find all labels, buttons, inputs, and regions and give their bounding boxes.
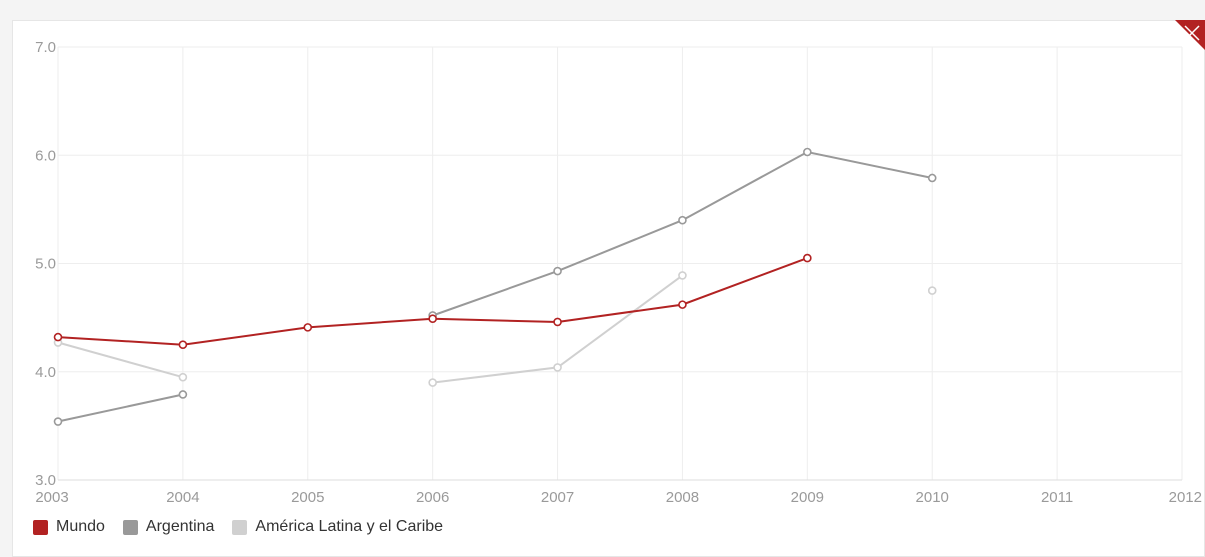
legend-swatch (33, 519, 48, 535)
x-axis-ticks: 2003 2004 2005 2006 2007 2008 2009 2010 2011 2012 (35, 489, 1202, 506)
x-tick-label: 2010 (916, 489, 949, 506)
data-point[interactable] (178, 372, 188, 382)
chart-points (53, 147, 937, 426)
x-tick-label: 2004 (166, 489, 199, 506)
data-point[interactable] (678, 215, 687, 225)
legend-swatch (232, 519, 248, 535)
y-axis-ticks: 3.0 4.0 5.0 6.0 7.0 (35, 39, 56, 489)
data-point[interactable] (553, 317, 562, 327)
legend-label: América Latina y el Caribe (255, 518, 444, 535)
data-point[interactable] (178, 340, 188, 349)
data-point[interactable] (678, 271, 687, 280)
chart-grid (57, 46, 1183, 481)
corner-badge-icon[interactable] (1175, 20, 1205, 50)
legend-item-mundo[interactable]: Mundo (33, 518, 105, 536)
x-tick-label: 2012 (1169, 489, 1202, 506)
data-point[interactable] (178, 390, 188, 399)
data-point[interactable] (803, 147, 812, 157)
data-point[interactable] (803, 253, 812, 263)
data-point[interactable] (927, 173, 937, 183)
data-point[interactable] (927, 286, 937, 295)
x-tick-label: 2009 (791, 489, 824, 506)
series-line-1 (57, 393, 184, 423)
data-point[interactable] (553, 363, 562, 372)
data-point[interactable] (678, 300, 687, 309)
chart-lines (57, 150, 933, 423)
x-tick-label: 2008 (666, 489, 699, 506)
x-tick-label: 2005 (291, 489, 324, 506)
y-tick-label: 3.0 (35, 472, 56, 489)
y-tick-label: 7.0 (35, 39, 56, 56)
data-point[interactable] (53, 332, 63, 342)
chart-legend: Mundo Argentina América Latina y el Cari… (33, 518, 443, 536)
series-line-2 (57, 341, 184, 379)
x-tick-label: 2006 (416, 489, 449, 506)
y-tick-label: 4.0 (35, 364, 56, 381)
y-tick-label: 5.0 (35, 256, 56, 273)
chart-panel (12, 20, 1205, 557)
legend-label: Mundo (56, 518, 105, 535)
data-point[interactable] (53, 417, 63, 426)
data-point[interactable] (428, 378, 437, 387)
data-point[interactable] (428, 314, 437, 324)
legend-swatch (122, 519, 138, 535)
legend-item-argentina[interactable]: Argentina (122, 518, 215, 536)
x-tick-label: 2003 (35, 489, 68, 506)
x-tick-label: 2011 (1041, 489, 1073, 506)
legend-label: Argentina (145, 518, 215, 535)
x-tick-label: 2007 (541, 489, 574, 506)
data-point[interactable] (553, 266, 562, 276)
legend-item-america-latina[interactable]: América Latina y el Caribe (232, 518, 443, 536)
y-tick-label: 6.0 (35, 147, 56, 164)
data-point[interactable] (303, 323, 313, 332)
